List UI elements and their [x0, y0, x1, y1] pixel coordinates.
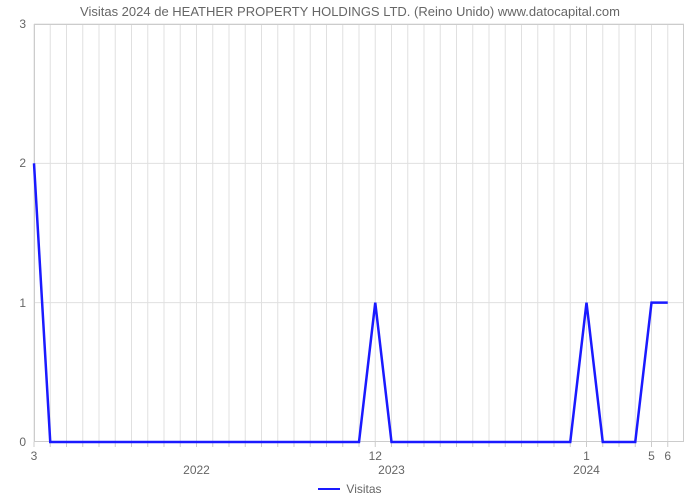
- x-month-label: 6: [664, 449, 671, 463]
- legend-line: [318, 488, 340, 490]
- y-tick-label: 0: [0, 435, 26, 449]
- x-year-label: 2023: [378, 463, 405, 477]
- chart-container: Visitas 2024 de HEATHER PROPERTY HOLDING…: [0, 0, 700, 500]
- chart-title: Visitas 2024 de HEATHER PROPERTY HOLDING…: [0, 4, 700, 19]
- plot-area: [34, 24, 684, 442]
- x-year-label: 2022: [183, 463, 210, 477]
- x-month-label: 12: [369, 449, 382, 463]
- chart-svg: [34, 24, 684, 452]
- y-tick-label: 3: [0, 17, 26, 31]
- y-tick-label: 2: [0, 156, 26, 170]
- y-tick-label: 1: [0, 296, 26, 310]
- x-year-label: 2024: [573, 463, 600, 477]
- x-month-label: 1: [583, 449, 590, 463]
- x-month-label: 5: [648, 449, 655, 463]
- x-month-label: 3: [31, 449, 38, 463]
- legend: Visitas: [0, 479, 700, 496]
- legend-label: Visitas: [346, 482, 381, 496]
- legend-item: Visitas: [318, 482, 381, 496]
